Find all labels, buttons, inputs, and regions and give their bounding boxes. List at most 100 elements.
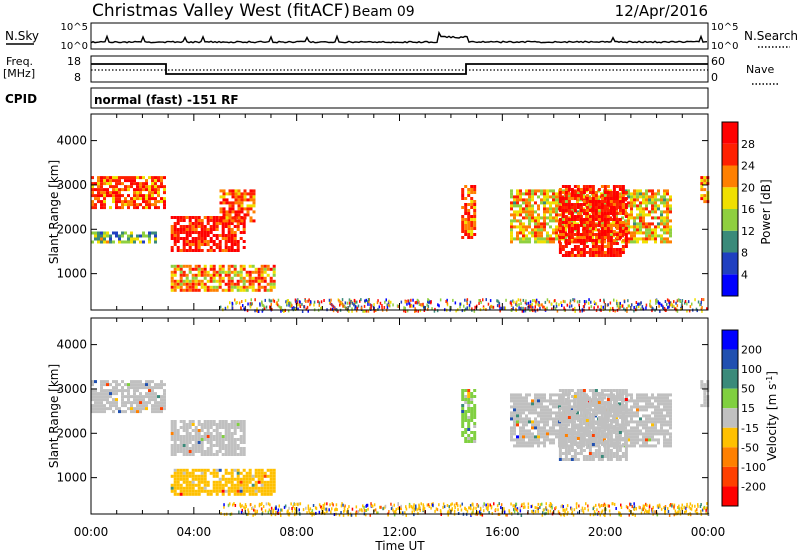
power-cell <box>639 219 642 223</box>
power-cell <box>567 230 571 233</box>
velocity-cell <box>549 393 552 397</box>
power-cell <box>227 288 231 292</box>
velocity-cell <box>467 410 471 413</box>
velocity-cell <box>588 396 591 400</box>
velocity-cell <box>552 429 555 433</box>
power-noise-cell <box>330 307 332 311</box>
power-cell <box>585 188 589 191</box>
velocity-cell <box>185 435 189 438</box>
power-cell <box>130 231 133 235</box>
velocity-cell <box>182 477 186 481</box>
velocity-cell <box>236 474 240 478</box>
power-cell <box>206 231 210 234</box>
nsky-tick-bottom: 10^0 <box>61 41 88 52</box>
velocity-cell <box>555 393 558 397</box>
velocity-cell <box>540 402 543 406</box>
power-cell <box>227 222 231 225</box>
power-cell <box>115 188 118 192</box>
velocity-cell <box>561 437 565 440</box>
power-cell <box>636 225 639 229</box>
power-cell <box>228 204 232 208</box>
power-cell <box>112 231 115 235</box>
power-cell <box>257 279 261 283</box>
power-noise-cell <box>406 302 408 306</box>
power-cell <box>130 197 133 201</box>
velocity-cell <box>185 423 189 426</box>
power-cell <box>600 230 604 233</box>
velocity-cell <box>591 395 595 398</box>
velocity-cell <box>588 407 592 410</box>
velocity-cell <box>603 407 607 410</box>
power-cell <box>221 276 225 280</box>
velocity-cell <box>624 458 628 461</box>
velocity-cell <box>464 416 468 419</box>
velocity-cell <box>100 398 103 402</box>
power-cell <box>142 200 145 204</box>
power-cell <box>121 231 124 235</box>
velocity-cell <box>657 411 660 415</box>
power-cell <box>660 216 663 220</box>
power-cell <box>519 237 522 241</box>
power-noise-cell <box>668 305 670 309</box>
power-cell <box>615 197 619 200</box>
power-cell <box>567 195 570 199</box>
power-cell <box>212 249 216 252</box>
velocity-cell <box>236 420 240 423</box>
velocity-cell <box>473 413 477 416</box>
power-cell <box>224 222 228 225</box>
power-cell <box>666 213 669 217</box>
velocity-cell <box>537 420 540 424</box>
velocity-cell <box>200 468 204 472</box>
velocity-cell <box>666 438 669 442</box>
power-cell <box>260 285 264 289</box>
power-noise-cell <box>301 302 303 306</box>
velocity-cell <box>612 407 616 410</box>
velocity-cell <box>182 468 186 472</box>
velocity-cell <box>269 474 273 478</box>
power-noise-cell <box>396 304 399 308</box>
power-noise-cell <box>522 309 525 313</box>
power-cell <box>473 215 477 218</box>
velocity-cell <box>266 492 270 496</box>
power-cell <box>582 245 586 248</box>
power-cell <box>163 188 166 192</box>
power-cell <box>218 276 222 280</box>
power-noise-cell <box>612 306 614 310</box>
velocity-cell <box>245 486 249 490</box>
power-noise-cell <box>609 307 612 311</box>
power-cell <box>597 245 601 248</box>
power-cell <box>219 207 223 211</box>
power-cell <box>624 215 628 218</box>
velocity-cell <box>197 447 201 450</box>
power-cell <box>136 237 139 241</box>
power-cell <box>218 264 222 268</box>
velocity-cell <box>573 392 577 395</box>
velocity-cell <box>657 405 660 409</box>
velocity-cell <box>648 435 651 439</box>
power-cell <box>519 213 522 217</box>
velocity-cell <box>269 480 273 484</box>
power-cell <box>224 246 228 249</box>
velocity-cell <box>221 438 225 441</box>
velocity-cell <box>112 392 115 396</box>
velocity-cell <box>257 474 261 478</box>
power-noise-cell <box>320 306 323 310</box>
velocity-cell <box>513 429 516 433</box>
velocity-cell <box>218 477 222 481</box>
power-noise-cell <box>305 300 307 303</box>
power-noise-cell <box>677 298 679 302</box>
power-cell <box>558 224 562 227</box>
velocity-cell <box>528 432 531 436</box>
velocity-noise-cell <box>365 504 367 508</box>
velocity-noise-cell <box>223 505 225 509</box>
velocity-cell <box>600 396 603 400</box>
power-cell <box>239 273 243 277</box>
power-cell <box>549 216 552 220</box>
power-noise-cell <box>412 304 415 308</box>
velocity-cell <box>191 486 195 490</box>
power-cell <box>203 276 207 280</box>
power-cell <box>660 240 663 244</box>
power-cell <box>194 243 198 246</box>
velocity-cell <box>612 398 616 401</box>
velocity-cell <box>464 401 468 404</box>
